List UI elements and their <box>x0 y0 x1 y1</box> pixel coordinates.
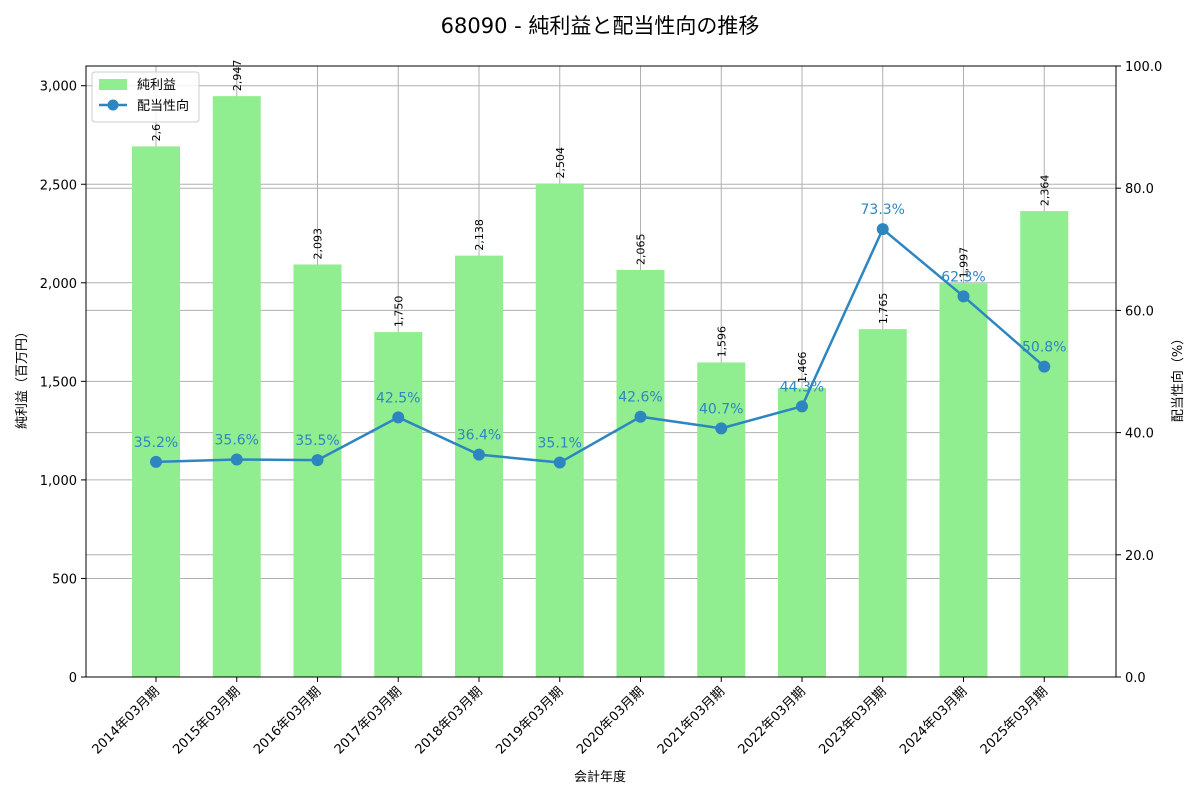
x-tick-label: 2019年03月期 <box>493 684 566 757</box>
y-tick-label-right: 60.0 <box>1125 304 1154 319</box>
line-marker <box>392 411 405 424</box>
line-marker <box>311 454 324 467</box>
payout-value-label: 40.7% <box>699 401 743 417</box>
bar <box>132 146 180 678</box>
line-marker <box>634 410 647 423</box>
payout-value-label: 42.6% <box>618 390 662 406</box>
payout-value-label: 35.1% <box>538 436 582 452</box>
bar <box>858 329 907 677</box>
bar <box>1020 211 1069 677</box>
x-tick-label: 2020年03月期 <box>574 684 647 757</box>
payout-value-label: 42.5% <box>376 390 420 406</box>
x-tick-label: 2015年03月期 <box>170 684 243 757</box>
payout-value-label: 73.3% <box>861 202 905 218</box>
y-axis-right: 0.0 20.0 40.0 60.0 80.0 100.0 <box>1116 60 1162 686</box>
y-tick-label: 2,000 <box>40 277 77 292</box>
bar-value-label: 2,947 <box>231 60 244 92</box>
bar <box>374 332 423 677</box>
y-tick-label: 1,500 <box>40 375 77 390</box>
x-tick-label: 2021年03月期 <box>655 684 728 757</box>
y-axis-left: 0 500 1,000 1,500 2,000 2,500 3,000 <box>40 80 86 686</box>
payout-line <box>155 227 1046 464</box>
x-tick-label: 2022年03月期 <box>736 684 809 757</box>
bar-value-labels: 2,6 2,947 2,093 1,750 2,138 2,504 2,065 1,596 1,… <box>150 60 1051 383</box>
line-marker <box>1038 360 1051 373</box>
line-marker <box>553 456 566 469</box>
x-tick-label: 2016年03月期 <box>251 684 324 757</box>
line-marker <box>230 453 243 466</box>
x-tick-label: 2023年03月期 <box>816 684 889 757</box>
payout-value-label: 35.5% <box>295 433 339 449</box>
bar-value-label: 1,765 <box>877 293 890 325</box>
bar-value-label: 2,093 <box>312 228 325 260</box>
legend: 純利益 配当性向 <box>91 71 200 123</box>
bar-value-label: 2,504 <box>554 147 567 179</box>
plot-frame <box>85 65 1117 678</box>
y-tick-label-right: 80.0 <box>1125 182 1154 197</box>
payout-value-label: 36.4% <box>457 428 501 444</box>
y-tick-label: 3,000 <box>40 80 77 95</box>
bar <box>212 96 261 677</box>
legend-label-payout-ratio: 配当性向 <box>137 98 189 114</box>
bar <box>939 283 988 677</box>
line-marker <box>150 455 162 468</box>
legend-swatch-net-income <box>99 79 127 90</box>
legend-label-net-income: 純利益 <box>137 78 176 93</box>
x-tick-label: 2025年03月期 <box>978 684 1051 757</box>
bar <box>535 183 584 678</box>
payout-value-label: 35.2% <box>134 435 178 451</box>
bar <box>778 388 826 677</box>
y-tick-label-right: 40.0 <box>1125 427 1154 442</box>
x-tick-label: 2017年03月期 <box>332 684 405 757</box>
bar <box>616 269 665 677</box>
line-marker <box>473 448 485 461</box>
y-axis-label-right: 配当性向（%） <box>1170 332 1186 422</box>
bar-value-label: 1,997 <box>958 247 971 279</box>
bar-value-label: 1,750 <box>392 296 405 328</box>
bar-value-label: 2,138 <box>473 219 486 251</box>
y-tick-label-right: 0.0 <box>1125 671 1146 686</box>
y-axis-label-left: 純利益（百万円） <box>15 325 30 429</box>
bar <box>455 255 503 677</box>
line-marker <box>957 290 970 303</box>
payout-value-label: 62.3% <box>941 269 985 285</box>
x-axis: 2014年03月期 2015年03月期 2016年03月期 2017年03月期 2018… <box>90 677 1051 758</box>
bar-value-label: 2,364 <box>1038 175 1051 207</box>
y-tick-label: 0 <box>69 671 77 686</box>
line-value-labels: 35.2% 35.6% 35.5% 42.5% 36.4% 35.1% 42.6% 40.7%… <box>134 202 1067 451</box>
line-marker <box>796 400 808 413</box>
y-tick-label: 500 <box>52 572 77 587</box>
bar-value-label: 2,6 <box>150 124 163 142</box>
bar <box>293 264 342 677</box>
x-tick-label: 2018年03月期 <box>413 684 486 757</box>
y-tick-label-right: 100.0 <box>1125 60 1162 75</box>
x-tick-label: 2014年03月期 <box>90 684 163 757</box>
line-marker <box>876 223 889 236</box>
line-series-payout-ratio <box>150 223 1051 469</box>
x-axis-label: 会計年度 <box>574 769 626 785</box>
payout-value-label: 50.8% <box>1022 340 1066 356</box>
bar <box>697 362 746 677</box>
bar-value-label: 2,065 <box>635 233 648 265</box>
legend-marker-icon <box>107 99 119 111</box>
chart-title: 68090 - 純利益と配当性向の推移 <box>441 14 760 38</box>
bar-value-label: 1,466 <box>796 352 809 384</box>
y-tick-label-right: 20.0 <box>1125 549 1154 564</box>
y-tick-label: 1,000 <box>40 474 77 489</box>
payout-value-label: 35.6% <box>215 432 259 448</box>
x-tick-label: 2024年03月期 <box>897 684 970 757</box>
bar-series-net-income <box>132 96 1069 678</box>
bar-value-label: 1,596 <box>715 326 728 358</box>
payout-value-label: 44.3% <box>780 379 824 395</box>
line-marker <box>715 422 728 435</box>
y-tick-label: 2,500 <box>40 178 77 193</box>
